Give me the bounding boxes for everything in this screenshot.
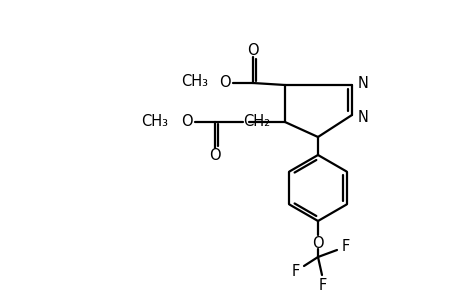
Text: O: O bbox=[312, 236, 323, 250]
Text: F: F bbox=[291, 263, 299, 278]
Text: N: N bbox=[357, 76, 368, 91]
Text: CH₃: CH₃ bbox=[181, 74, 208, 88]
Text: F: F bbox=[318, 278, 326, 292]
Text: O: O bbox=[218, 74, 230, 89]
Text: O: O bbox=[209, 148, 220, 163]
Text: N: N bbox=[357, 110, 368, 124]
Text: CH₃: CH₃ bbox=[141, 113, 168, 128]
Text: O: O bbox=[181, 113, 192, 128]
Text: O: O bbox=[246, 43, 258, 58]
Text: CH₂: CH₂ bbox=[243, 113, 270, 128]
Text: F: F bbox=[341, 239, 349, 254]
